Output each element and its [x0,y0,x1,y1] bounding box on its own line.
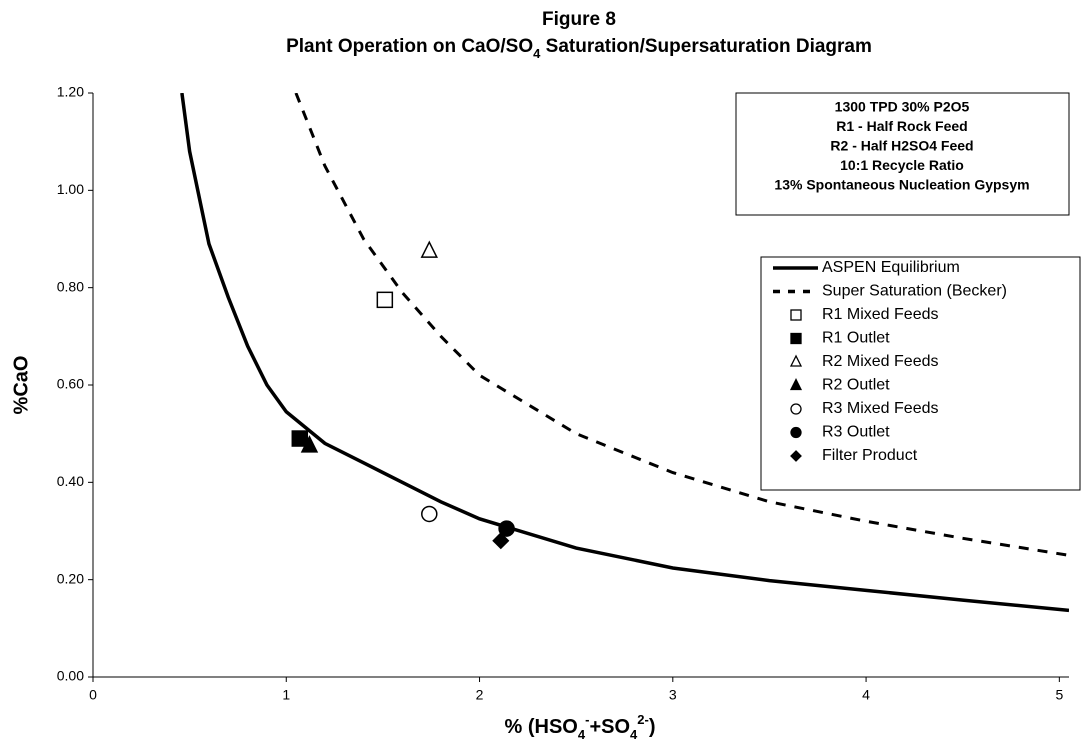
x-tick-label: 4 [862,687,870,703]
y-tick-label: 0.20 [57,570,84,586]
legend-label: R2 Mixed Feeds [822,353,939,370]
y-tick-label: 0.60 [57,376,84,392]
marker-circle [790,426,802,439]
y-tick-label: 0.40 [57,473,84,489]
x-axis-label: % (HSO4-+SO42-) [505,712,656,742]
y-tick-label: 1.20 [57,84,84,100]
marker-diamond [790,450,802,462]
marker-triangle [789,378,803,391]
legend-label: ASPEN Equilibrium [822,259,960,276]
chart-title: Figure 8 [542,9,616,30]
marker-diamond [492,532,510,550]
legend-label: R3 Outlet [822,424,890,441]
text-part: 4 [630,727,638,742]
y-tick-label: 0.00 [57,668,84,684]
text-part: ) [649,716,656,738]
legend-label: R1 Mixed Feeds [822,306,939,323]
chart-subtitle: Plant Operation on CaO/SO4 Saturation/Su… [286,36,872,61]
curve [180,93,1069,613]
y-tick-label: 0.80 [57,278,84,294]
x-tick-label: 5 [1055,687,1063,703]
text-part: - [585,712,589,727]
x-tick-label: 0 [89,687,97,703]
legend-label: Filter Product [822,447,918,464]
marker-triangle [789,354,803,367]
x-tick-label: 2 [476,687,484,703]
annotation-line: 13% Spontaneous Nucleation Gypsym [774,177,1029,193]
y-tick-label: 1.00 [57,181,84,197]
text-part: 2- [637,712,649,727]
legend-label: Super Saturation (Becker) [822,283,1007,300]
annotation-line: 1300 TPD 30% P2O5 [835,99,970,115]
marker-square [790,332,802,345]
marker-square [291,430,309,447]
y-axis-label: %CaO [10,356,32,415]
x-tick-label: 3 [669,687,677,703]
marker-circle [498,520,515,537]
annotation-line: 10:1 Recycle Ratio [840,157,964,173]
text-part: % (HSO [505,716,578,738]
text-part: Saturation/Supersaturation Diagram [540,36,872,57]
marker-triangle [420,240,438,258]
annotation-line: R2 - Half H2SO4 Feed [830,138,973,154]
text-part: 4 [578,727,586,742]
marker-circle [421,505,438,523]
legend-box [760,256,1081,491]
marker-square [790,309,802,321]
text-part: +SO [589,716,630,738]
text-part: 4 [533,46,541,61]
legend-label: R2 Outlet [822,377,890,394]
annotation-box [735,92,1070,216]
legend-label: R3 Mixed Feeds [822,400,939,417]
legend-label: R1 Outlet [822,330,890,347]
marker-square [376,291,394,309]
marker-triangle [300,435,319,453]
x-tick-label: 1 [282,687,290,703]
marker-circle [790,403,802,415]
annotation-line: R1 - Half Rock Feed [836,118,967,134]
text-part: Plant Operation on CaO/SO [286,36,533,57]
